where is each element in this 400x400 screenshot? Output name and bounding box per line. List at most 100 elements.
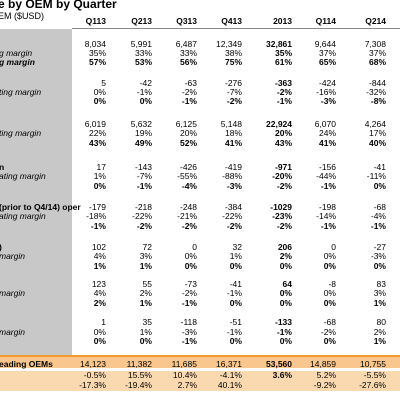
cell: 5 <box>101 78 106 88</box>
cell: -2% <box>136 221 152 231</box>
column-header: Q113 <box>85 16 106 26</box>
cell: 16,371 <box>216 359 242 369</box>
cell: -16% <box>316 87 336 97</box>
row-label: g margin <box>0 48 33 58</box>
cell: -4% <box>370 211 386 221</box>
cell: 56% <box>179 57 197 67</box>
column-header: Q214 <box>365 16 386 26</box>
label-column-shade <box>0 29 72 355</box>
cell: 68% <box>368 57 386 67</box>
cell: 35% <box>274 48 292 58</box>
cell: 8,034 <box>84 39 106 49</box>
cell: 0% <box>93 96 106 106</box>
cell: 20% <box>274 128 292 138</box>
cell: 0% <box>323 288 336 298</box>
cell: -55% <box>177 171 197 181</box>
cell: -9.2% <box>313 380 336 390</box>
cell: -179 <box>88 202 106 212</box>
cell: -20% <box>272 171 292 181</box>
cell: 1% <box>139 298 152 308</box>
cell: -32% <box>366 87 386 97</box>
cell: 6,125 <box>175 119 197 129</box>
cell: -133 <box>274 317 292 327</box>
cell: 35 <box>142 317 152 327</box>
cell: 1% <box>373 336 386 346</box>
cell: 11,382 <box>126 359 152 369</box>
cell: -41 <box>229 279 242 289</box>
row-label: margin <box>0 251 25 261</box>
cell: -4% <box>181 181 197 191</box>
cell: 53% <box>134 57 152 67</box>
cell: -88% <box>222 171 242 181</box>
cell: -384 <box>224 202 242 212</box>
cell: 80 <box>376 317 386 327</box>
cell: 32 <box>232 242 242 252</box>
row-label: margin <box>0 288 25 298</box>
cell: 37% <box>368 48 386 58</box>
column-header: Q114 <box>315 16 336 26</box>
highlight-border <box>0 355 400 357</box>
cell: 1% <box>93 171 106 181</box>
cell: 65% <box>318 57 336 67</box>
cell: 123 <box>91 279 106 289</box>
row-label: eading OEMs <box>0 359 53 369</box>
highlight-band <box>0 357 400 368</box>
cell: -1% <box>320 221 336 231</box>
cell: 0% <box>373 261 386 271</box>
cell: -1% <box>136 87 152 97</box>
cell: 24% <box>318 128 336 138</box>
cell: 2% <box>279 251 292 261</box>
cell: -2% <box>276 221 292 231</box>
cell: 83 <box>376 279 386 289</box>
cell: 0% <box>93 336 106 346</box>
row-label: margin <box>0 327 25 337</box>
cell: -73 <box>184 279 197 289</box>
cell: -1% <box>181 336 197 346</box>
cell: -276 <box>224 78 242 88</box>
cell: 0% <box>93 181 106 191</box>
cell: -844 <box>368 78 386 88</box>
cell: 3.6% <box>272 370 292 380</box>
cell: 57% <box>88 57 106 67</box>
cell: -1029 <box>270 202 292 212</box>
cell: 5,991 <box>130 39 152 49</box>
cell: 61% <box>274 57 292 67</box>
title: e by OEM by Quarter <box>0 0 117 11</box>
cell: 3% <box>139 251 152 261</box>
cell: -143 <box>134 162 152 172</box>
cell: 12,349 <box>216 39 242 49</box>
cell: 10,755 <box>360 359 386 369</box>
cell: -3% <box>320 96 336 106</box>
cell: -1% <box>276 96 292 106</box>
cell: 3% <box>373 288 386 298</box>
cell: 22,924 <box>266 119 292 129</box>
cell: -1% <box>320 181 336 191</box>
cell: -3% <box>181 327 197 337</box>
cell: -198 <box>318 202 336 212</box>
cell: -1% <box>90 221 106 231</box>
cell: 53,560 <box>266 359 292 369</box>
cell: 64 <box>282 279 292 289</box>
cell: 0 <box>331 242 336 252</box>
cell: 72 <box>142 242 152 252</box>
cell: -5.5% <box>363 370 386 380</box>
cell: -118 <box>180 317 197 327</box>
cell: -42 <box>139 78 152 88</box>
cell: -424 <box>318 78 336 88</box>
cell: 1% <box>373 298 386 308</box>
cell: 206 <box>277 242 292 252</box>
cell: 41% <box>318 138 336 148</box>
cell: 14,859 <box>310 359 336 369</box>
cell: 43% <box>274 138 292 148</box>
cell: -21% <box>177 211 197 221</box>
cell: -8% <box>370 96 386 106</box>
row-label: g margin <box>0 57 35 67</box>
cell: 5,632 <box>130 119 152 129</box>
cell: 0% <box>139 336 152 346</box>
cell: -156 <box>318 162 336 172</box>
cell: -27 <box>373 242 386 252</box>
cell: 1% <box>229 251 242 261</box>
cell: -41 <box>373 162 386 172</box>
cell: 9,644 <box>314 39 336 49</box>
